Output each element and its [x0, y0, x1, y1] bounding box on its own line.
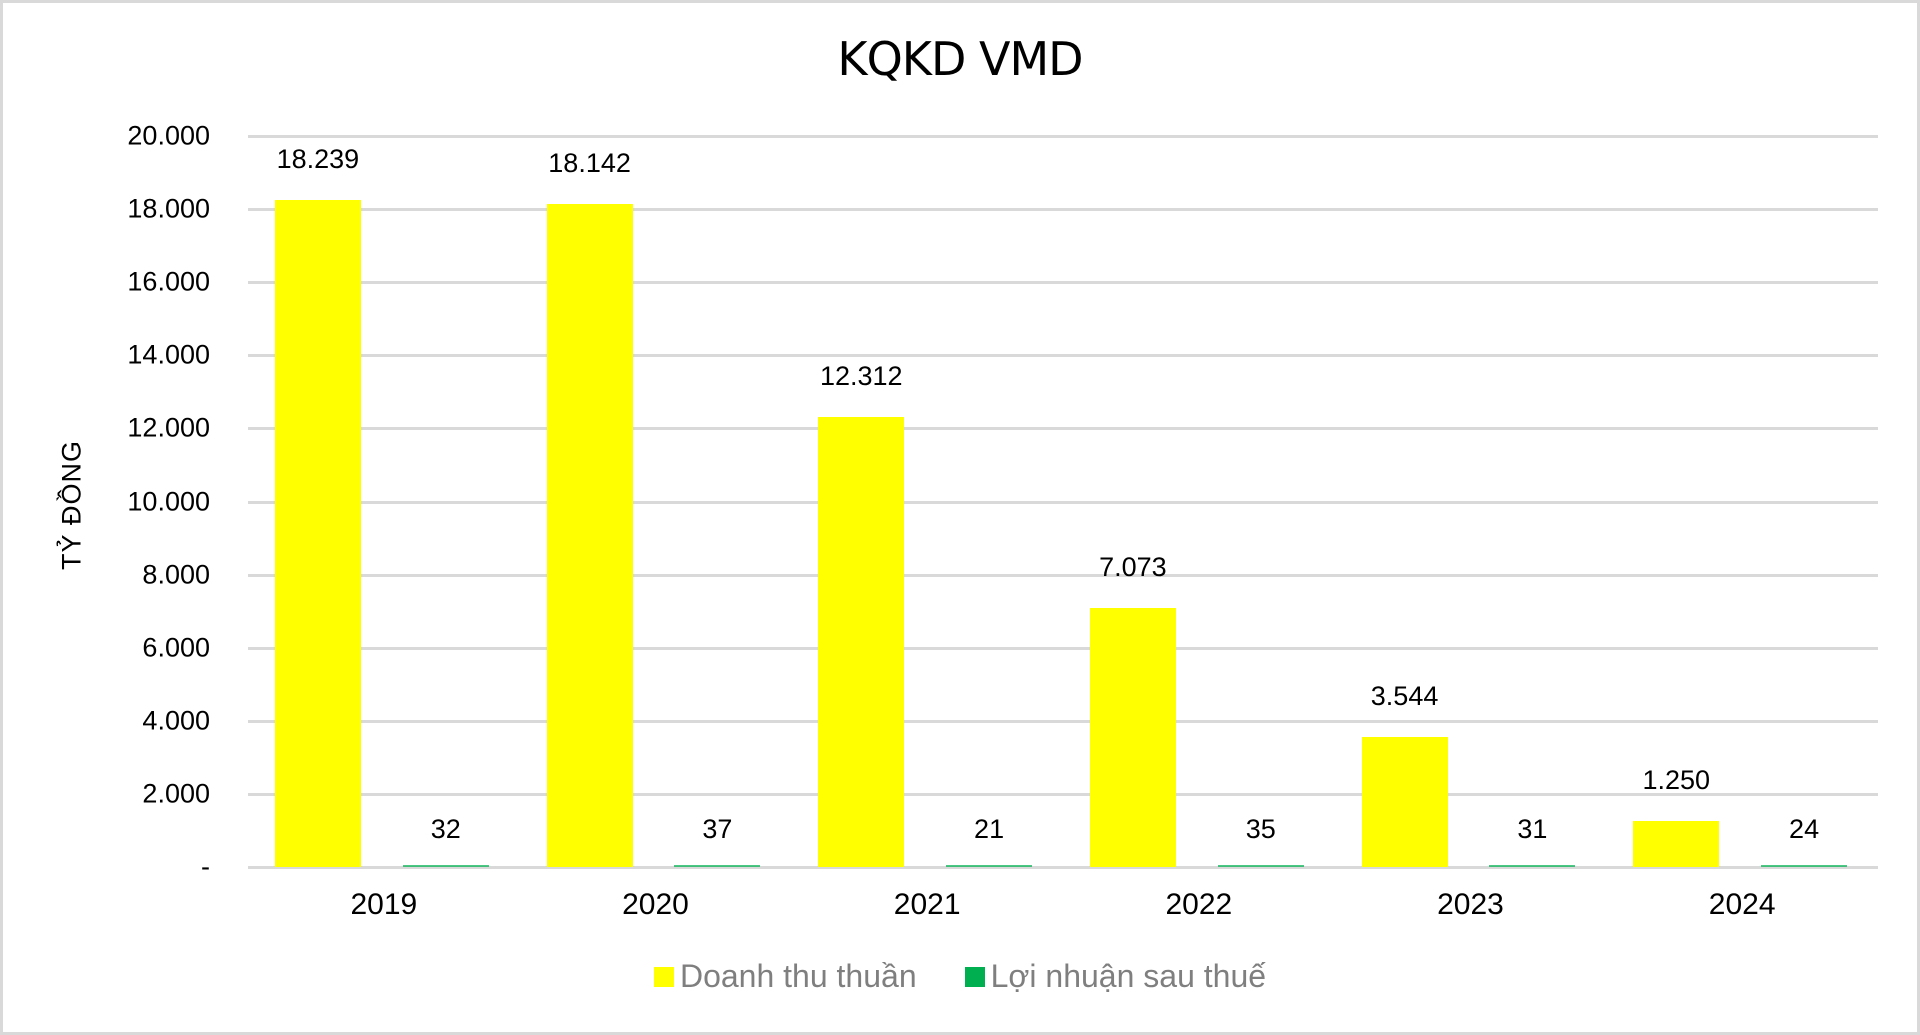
data-label: 12.312: [819, 360, 903, 391]
legend: Doanh thu thuần Lợi nhuận sau thuế: [0, 958, 1920, 995]
gridline: [248, 573, 1878, 577]
bar-revenue[interactable]: [1089, 608, 1176, 867]
gridline: [248, 866, 1878, 869]
bar-revenue[interactable]: [274, 200, 361, 867]
legend-item-revenue[interactable]: Doanh thu thuần: [653, 958, 917, 995]
data-label: 37: [702, 814, 733, 844]
x-tick-label: 2022: [1165, 888, 1233, 921]
legend-swatch-green-icon: [964, 966, 985, 987]
y-tick-label: 18.000: [127, 193, 210, 224]
y-tick-label: 10.000: [127, 486, 210, 516]
y-tick-label: 8.000: [142, 559, 210, 590]
bar-net-profit[interactable]: [402, 865, 489, 867]
legend-label: Doanh thu thuần: [679, 958, 917, 994]
data-label: 18.142: [548, 147, 631, 178]
bar-net-profit[interactable]: [1217, 865, 1304, 867]
y-tick-label: -: [201, 851, 210, 882]
legend-swatch-yellow-icon: [653, 966, 674, 987]
bar-net-profit[interactable]: [674, 865, 761, 867]
y-tick-label: 4.000: [142, 705, 210, 736]
bar-revenue[interactable]: [1633, 821, 1720, 867]
bar-revenue[interactable]: [546, 203, 633, 867]
gridline: [248, 646, 1878, 650]
plot-area: [248, 135, 1878, 869]
x-tick-label: 2020: [622, 888, 689, 921]
bar-net-profit[interactable]: [1761, 865, 1848, 867]
legend-item-net-profit[interactable]: Lợi nhuận sau thuế: [964, 958, 1267, 995]
data-label: 31: [1517, 814, 1548, 844]
data-label: 21: [974, 814, 1005, 844]
x-tick-label: 2019: [350, 888, 418, 921]
gridline: [248, 208, 1878, 212]
x-tick-label: 2023: [1437, 888, 1504, 921]
bar-revenue[interactable]: [1361, 737, 1448, 867]
data-label: 32: [430, 814, 461, 844]
legend-label: Lợi nhuận sau thuế: [990, 958, 1267, 994]
gridline: [248, 354, 1878, 358]
y-tick-label: 16.000: [127, 266, 210, 297]
gridline: [248, 500, 1878, 504]
y-tick-label: 14.000: [127, 339, 210, 370]
data-label: 24: [1789, 814, 1820, 844]
data-label: 7.073: [1099, 552, 1167, 583]
y-tick-label: 2.000: [142, 778, 210, 809]
bar-net-profit[interactable]: [946, 865, 1033, 867]
data-label: 1.250: [1642, 765, 1711, 796]
bar-net-profit[interactable]: [1489, 865, 1576, 867]
gridline: [248, 427, 1878, 431]
data-label: 3.544: [1370, 681, 1439, 712]
x-tick-label: 2021: [893, 888, 961, 921]
y-tick-label: 20.000: [127, 120, 210, 151]
data-label: 18.239: [276, 144, 360, 175]
gridline: [248, 792, 1878, 796]
bar-revenue[interactable]: [818, 416, 905, 867]
gridline: [248, 135, 1878, 138]
y-tick-label: 12.000: [127, 412, 210, 443]
y-tick-label: 6.000: [142, 632, 210, 663]
gridline: [248, 719, 1878, 723]
chart-title: KQKD VMD: [837, 32, 1083, 86]
x-tick-label: 2024: [1708, 888, 1776, 921]
gridline: [248, 281, 1878, 285]
data-label: 35: [1245, 814, 1276, 844]
